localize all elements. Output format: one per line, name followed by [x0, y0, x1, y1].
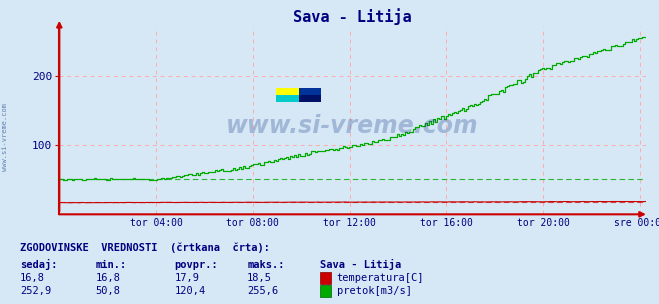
Bar: [276, 88, 299, 95]
Bar: [299, 88, 321, 95]
Text: pretok[m3/s]: pretok[m3/s]: [337, 286, 412, 296]
Text: 255,6: 255,6: [247, 286, 278, 296]
Text: temperatura[C]: temperatura[C]: [337, 273, 424, 283]
Text: sedaj:: sedaj:: [20, 259, 57, 270]
Text: www.si-vreme.com: www.si-vreme.com: [226, 114, 479, 138]
Text: povpr.:: povpr.:: [175, 260, 218, 270]
Text: 252,9: 252,9: [20, 286, 51, 296]
Text: 18,5: 18,5: [247, 273, 272, 283]
Bar: [276, 95, 299, 102]
Text: 16,8: 16,8: [20, 273, 45, 283]
Bar: [299, 95, 321, 102]
Text: ZGODOVINSKE  VREDNOSTI  (črtkana  črta):: ZGODOVINSKE VREDNOSTI (črtkana črta):: [20, 242, 270, 253]
Text: maks.:: maks.:: [247, 260, 285, 270]
Text: min.:: min.:: [96, 260, 127, 270]
Title: Sava - Litija: Sava - Litija: [293, 8, 412, 25]
Text: Sava - Litija: Sava - Litija: [320, 259, 401, 270]
Text: 120,4: 120,4: [175, 286, 206, 296]
Text: www.si-vreme.com: www.si-vreme.com: [2, 103, 9, 171]
Text: 50,8: 50,8: [96, 286, 121, 296]
Text: 16,8: 16,8: [96, 273, 121, 283]
Text: 17,9: 17,9: [175, 273, 200, 283]
